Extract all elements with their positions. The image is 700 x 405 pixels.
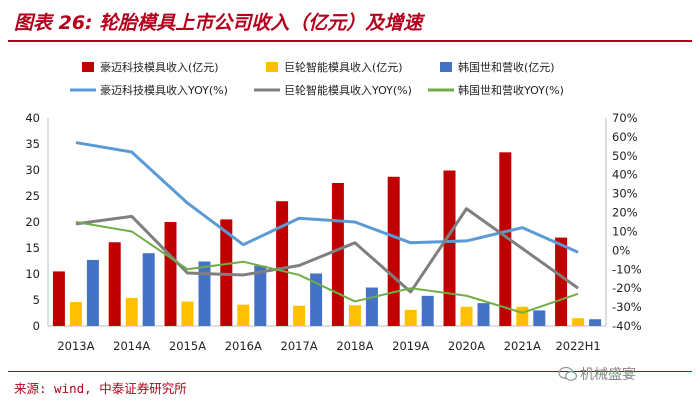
legend-label: 韩国世和营收(亿元): [458, 60, 555, 74]
watermark: 机械盛宴: [580, 367, 636, 383]
legend-swatch: [82, 62, 94, 72]
bar-3: [86, 259, 99, 326]
bar-1: [108, 242, 121, 326]
y2-tick-label: 60%: [612, 130, 638, 144]
bar-2: [460, 306, 473, 326]
y2-tick-label: 50%: [612, 149, 638, 163]
y-tick-label: 20: [25, 215, 40, 229]
legend-label: 巨轮智能模具收入YOY(%): [284, 83, 412, 97]
y-tick-label: 15: [25, 241, 40, 255]
bar-1: [52, 271, 65, 326]
x-tick-label: 2019A: [392, 339, 429, 353]
y2-tick-label: -40%: [612, 319, 642, 333]
x-tick-label: 2014A: [113, 339, 150, 353]
x-tick-label: 2021A: [504, 339, 541, 353]
bar-1: [164, 222, 177, 326]
bar-2: [516, 306, 529, 326]
bar-1: [276, 201, 289, 326]
bar-2: [237, 304, 250, 326]
wechat-icon: [558, 366, 578, 381]
chart-title: 图表 26: 轮胎模具上市公司收入（亿元）及增速: [14, 12, 423, 34]
source-note: 来源: wind, 中泰证券研究所: [14, 381, 187, 396]
legend-label: 豪迈科技模具收入(亿元): [100, 60, 219, 74]
bar-2: [125, 297, 138, 326]
bar-3: [254, 265, 267, 326]
y2-tick-label: 30%: [612, 187, 638, 201]
y2-tick-label: -20%: [612, 281, 642, 295]
line-series-2: [75, 207, 579, 294]
bar-3: [198, 261, 211, 326]
bar-3: [589, 319, 602, 326]
x-tick-label: 2013A: [57, 339, 94, 353]
bar-1: [499, 152, 512, 326]
y-tick-label: 0: [33, 319, 40, 333]
bar-3: [533, 310, 546, 326]
legend-swatch: [266, 62, 278, 72]
bar-2: [293, 305, 306, 326]
y-tick-label: 25: [25, 189, 40, 203]
footer-divider: [8, 371, 692, 372]
y2-tick-label: -30%: [612, 300, 642, 314]
bar-2: [69, 302, 82, 326]
bar-1: [220, 219, 233, 326]
y2-tick-label: 0%: [612, 243, 630, 257]
x-tick-label: 2015A: [169, 339, 206, 353]
y2-tick-label: -10%: [612, 262, 642, 276]
bar-2: [348, 305, 361, 326]
x-tick-label: 2018A: [336, 339, 373, 353]
y2-tick-label: 70%: [612, 111, 638, 125]
bar-2: [181, 301, 194, 326]
bar-3: [477, 303, 490, 326]
legend-swatch: [440, 62, 452, 72]
bar-1: [387, 176, 400, 326]
bar-3: [421, 295, 434, 326]
y-tick-label: 30: [25, 163, 40, 177]
y-tick-label: 5: [33, 293, 40, 307]
y2-tick-label: 10%: [612, 224, 638, 238]
bar-1: [555, 237, 568, 326]
line-series-1: [75, 141, 579, 254]
title-divider: [8, 40, 692, 42]
legend-label: 豪迈科技模具收入YOY(%): [100, 83, 228, 97]
x-tick-label: 2017A: [281, 339, 318, 353]
y2-tick-label: 20%: [612, 206, 638, 220]
legend-label: 韩国世和营收YOY(%): [458, 83, 564, 97]
x-tick-label: 2020A: [448, 339, 485, 353]
x-tick-label: 2022H1: [555, 339, 600, 353]
line-series-3: [75, 221, 579, 314]
bar-2: [572, 318, 585, 326]
bar-3: [365, 287, 378, 326]
y-tick-label: 10: [25, 267, 40, 281]
legend-label: 巨轮智能模具收入(亿元): [284, 60, 403, 74]
bar-1: [443, 170, 456, 326]
bar-2: [404, 309, 417, 326]
bar-3: [310, 273, 323, 326]
y-tick-label: 35: [25, 137, 40, 151]
y2-tick-label: 40%: [612, 168, 638, 182]
bar-1: [331, 183, 344, 326]
y-tick-label: 40: [25, 111, 40, 125]
bar-3: [142, 253, 155, 326]
x-tick-label: 2016A: [225, 339, 262, 353]
